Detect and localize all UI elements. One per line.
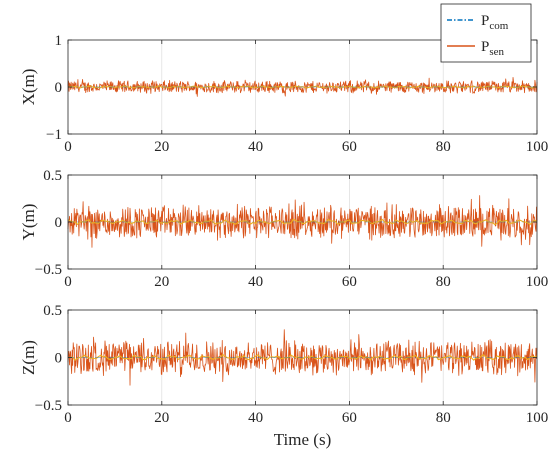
legend-box [440, 3, 532, 63]
x-tick-label: 100 [526, 274, 549, 290]
x-tick-label: 60 [342, 274, 357, 290]
series-psen-line [67, 195, 538, 248]
x-tick-label: 80 [436, 274, 451, 290]
y-axis-label: X(m) [19, 69, 38, 106]
x-tick-label: 40 [248, 139, 263, 155]
y-axis-label: Z(m) [19, 340, 38, 375]
x-tick-label: 100 [526, 139, 549, 155]
legend-label-base: P [481, 13, 489, 29]
x-tick-label: 80 [436, 410, 451, 426]
x-tick-label: 0 [64, 410, 72, 426]
x-tick-label: 20 [154, 274, 169, 290]
x-tick-label: 20 [154, 410, 169, 426]
legend-label-base: P [481, 39, 489, 55]
y-tick-label: 0 [55, 351, 63, 367]
x-tick-label: 0 [64, 274, 72, 290]
y-axis-label: Y(m) [19, 204, 38, 241]
series-psen-line [67, 329, 538, 386]
series-psen-line [67, 77, 538, 97]
y-tick-label: 1 [55, 33, 63, 49]
y-tick-label: 0.5 [43, 303, 62, 319]
x-tick-label: 60 [342, 139, 357, 155]
y-tick-label: −0.5 [35, 398, 62, 414]
x-tick-label: 40 [248, 274, 263, 290]
y-tick-label: 0 [55, 80, 63, 96]
x-tick-label: 100 [526, 410, 549, 426]
y-tick-label: −0.5 [35, 262, 62, 278]
series-mean-line [67, 353, 538, 361]
legend-label-sen: Psen [481, 39, 505, 58]
legend-label-sub: com [489, 20, 508, 32]
x-tick-label: 20 [154, 139, 169, 155]
y-tick-label: 0.5 [43, 168, 62, 184]
series-mean-line [67, 218, 538, 226]
y-tick-label: 0 [55, 215, 63, 231]
y-tick-label: −1 [46, 127, 62, 143]
legend-label-sub: sen [489, 46, 504, 58]
x-tick-label: 40 [248, 410, 263, 426]
x-axis-label: Time (s) [274, 430, 331, 449]
x-tick-label: 80 [436, 139, 451, 155]
legend-label-com: Pcom [481, 13, 509, 32]
x-tick-label: 0 [64, 139, 72, 155]
x-tick-label: 60 [342, 410, 357, 426]
